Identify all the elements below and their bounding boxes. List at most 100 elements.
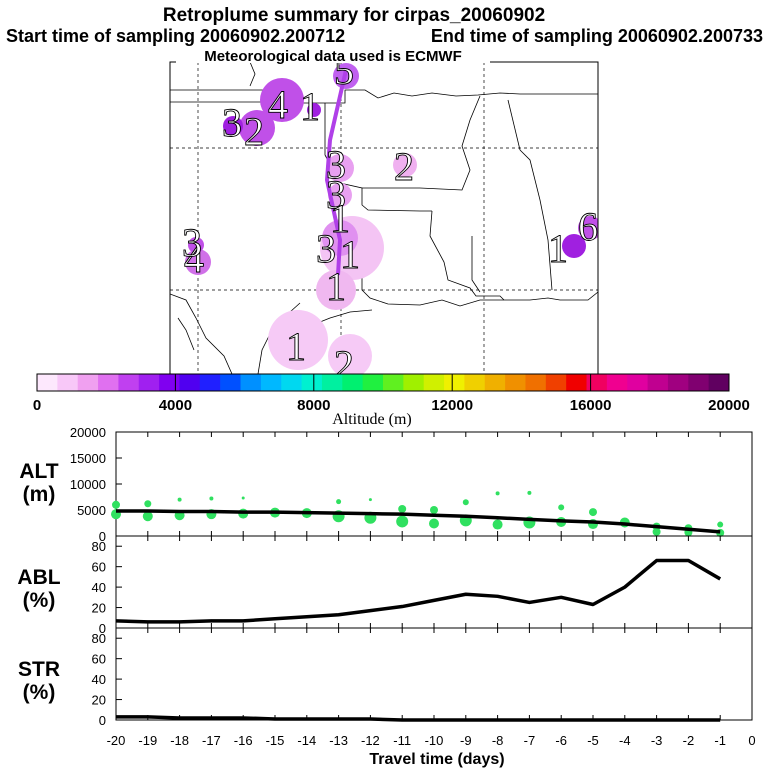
colorbar-cell <box>57 374 79 391</box>
plume-track <box>324 69 348 276</box>
colorbar-cell <box>464 374 486 391</box>
y-tick-label: 0 <box>99 621 106 636</box>
colorbar-cell <box>545 374 567 391</box>
x-tick-label: -17 <box>202 733 221 748</box>
altitude-spread-point <box>527 490 532 495</box>
x-axis-label: Travel time (days) <box>369 751 504 768</box>
altitude-spread-point <box>495 491 500 496</box>
colorbar-cell <box>667 374 689 391</box>
colorbar-cell <box>260 374 282 391</box>
y-tick-label: 5000 <box>77 503 106 518</box>
altitude-spread-point <box>558 504 565 511</box>
map-label: 3 <box>326 142 346 187</box>
map-label: 3 <box>222 100 242 145</box>
altitude-spread-point <box>177 497 182 502</box>
series-line <box>115 558 722 624</box>
altitude-spread-point <box>112 500 120 509</box>
x-tick-label: -2 <box>683 733 695 748</box>
x-tick-label: 0 <box>748 733 755 748</box>
panel-unit-label: (m) <box>23 483 56 506</box>
map-label: 3 <box>182 220 202 265</box>
x-tick-label: -8 <box>492 733 504 748</box>
colorbar-tick-label: 12000 <box>431 397 473 414</box>
colorbar-cell <box>586 374 608 391</box>
colorbar-cell <box>118 374 140 391</box>
y-tick-label: 60 <box>92 560 106 575</box>
colorbar-tick-label: 16000 <box>570 397 612 414</box>
series-line <box>116 715 721 722</box>
y-tick-label: 40 <box>92 672 106 687</box>
colorbar-cell <box>159 374 180 391</box>
y-tick-label: 20 <box>92 693 106 708</box>
start-time-label: Start time of sampling 20060902.200712 <box>6 26 345 46</box>
altitude-spread-point <box>398 504 407 513</box>
colorbar-cell <box>423 374 445 391</box>
map-label: 4 <box>184 236 204 281</box>
altitude-spread-point <box>142 511 153 522</box>
plume-blobs <box>185 63 598 374</box>
colorbar-cell <box>342 374 364 391</box>
colorbar-cell <box>505 374 526 391</box>
map-label: 1 <box>300 84 320 129</box>
x-tick-label: -1 <box>714 733 726 748</box>
colorbar: 0 4000 8000 12000 16000 20000 Altitude (m) <box>33 373 750 428</box>
panel-alt: 0 5000 10000 15000 20000 ALT(m) <box>19 425 753 544</box>
x-tick-label: -16 <box>234 733 253 748</box>
colorbar-cell <box>647 374 669 391</box>
x-tick-label: -9 <box>460 733 472 748</box>
x-tick-label: -5 <box>587 733 599 748</box>
map-label: 1 <box>340 232 360 277</box>
map-label: 2 <box>394 144 414 189</box>
x-tick-label: -11 <box>393 733 411 748</box>
x-tick-label: -3 <box>651 733 663 748</box>
y-tick-label: 20000 <box>70 425 106 440</box>
colorbar-cell <box>37 374 58 391</box>
y-tick-label: 15000 <box>70 451 106 466</box>
y-tick-label: 40 <box>92 580 106 595</box>
x-tick-label: -6 <box>555 733 567 748</box>
colorbar-tick-label: 8000 <box>297 397 330 414</box>
end-time-label: End time of sampling 20060902.200733 <box>431 26 763 46</box>
colorbar-cell <box>484 374 506 391</box>
map-label: 1 <box>330 196 350 241</box>
colorbar-cell <box>77 374 99 391</box>
panel-unit-label: (%) <box>23 681 56 704</box>
colorbar-cell <box>281 374 303 391</box>
altitude-spread-point <box>368 498 372 502</box>
altitude-spread-point <box>241 496 245 500</box>
altitude-spread-point <box>396 515 409 528</box>
colorbar-cell <box>403 374 425 391</box>
colorbar-cell <box>606 374 628 391</box>
y-tick-label: 0 <box>99 529 106 544</box>
met-label-bg <box>176 49 490 63</box>
colorbar-cell <box>220 374 242 391</box>
x-tick-label: -4 <box>619 733 631 748</box>
altitude-spread-point <box>462 499 469 506</box>
colorbar-cell <box>525 374 547 391</box>
map-label: 3 <box>316 226 336 271</box>
colorbar-cell <box>301 374 323 391</box>
colorbar-cell <box>708 374 730 391</box>
altitude-spread-point <box>717 521 724 528</box>
y-tick-label: 10000 <box>70 477 106 492</box>
map-label: 1 <box>286 324 306 369</box>
x-tick-label: -10 <box>425 733 444 748</box>
colorbar-cell <box>321 374 343 391</box>
panel-unit-label: (%) <box>23 589 56 612</box>
x-tick-label: -13 <box>329 733 348 748</box>
x-tick-label: -18 <box>170 733 189 748</box>
colorbar-cell <box>240 374 262 391</box>
panel-abl: 0 20 40 60 80 ABL(%) <box>17 535 753 636</box>
colorbar-ticks: 0 4000 8000 12000 16000 20000 <box>33 374 750 414</box>
map-label: 2 <box>334 342 354 387</box>
colorbar-tick-label: 0 <box>33 397 41 414</box>
map-number-labels: 4 1 3 2 5 3 2 3 1 3 1 1 4 3 1 6 1 2 <box>182 62 598 387</box>
colorbar-cells <box>37 374 730 391</box>
map-label: 3 <box>326 172 346 217</box>
x-tick-label: -15 <box>266 733 285 748</box>
colorbar-cell <box>383 374 404 391</box>
x-tick-label: -14 <box>297 733 316 748</box>
colorbar-cell <box>444 374 465 391</box>
y-tick-label: 80 <box>92 631 106 646</box>
